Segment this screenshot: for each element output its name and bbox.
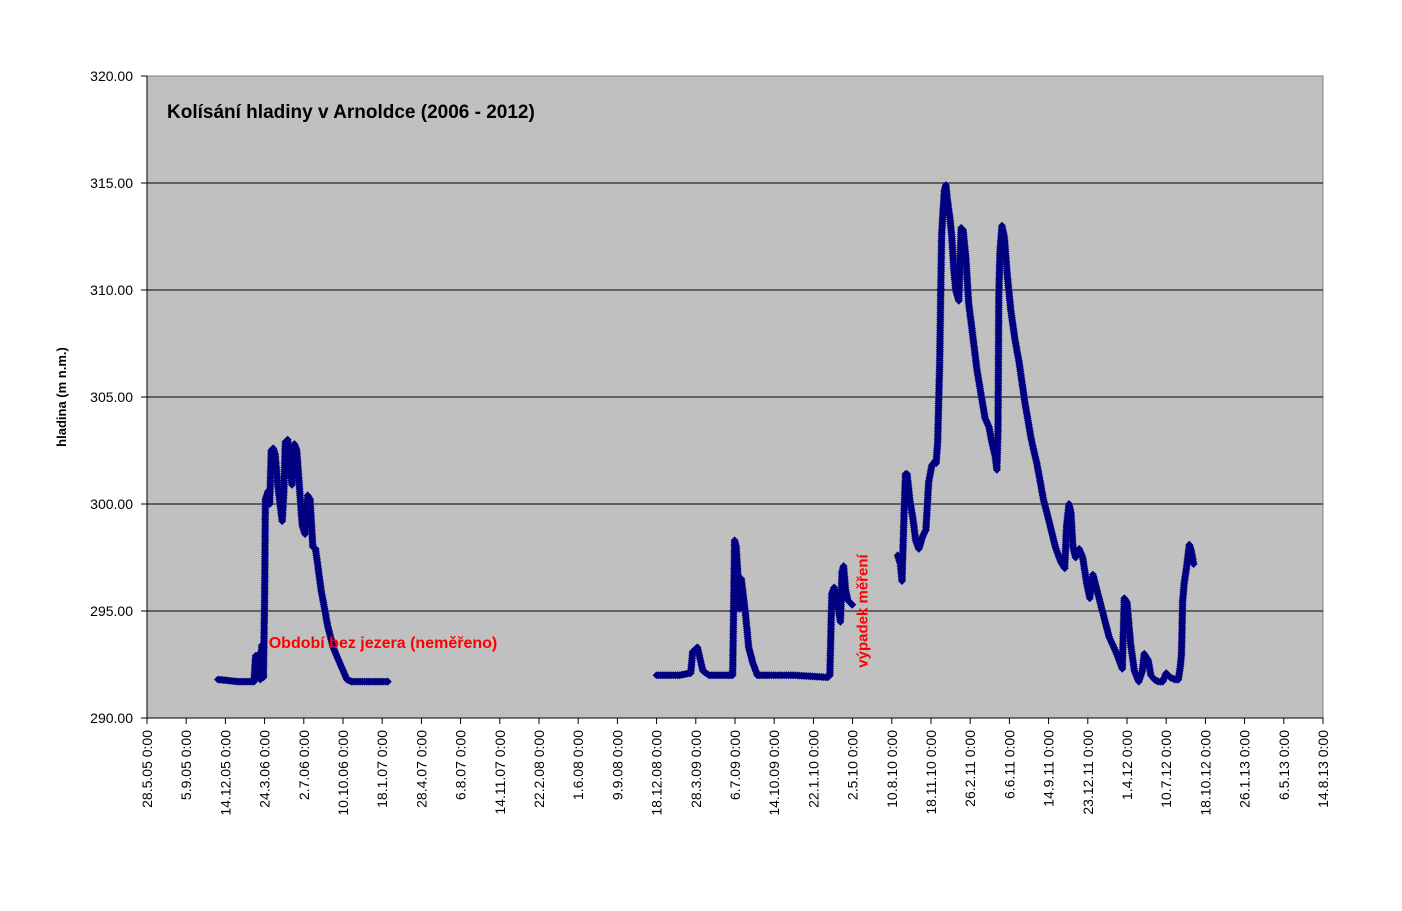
x-tick-label: 18.11.10 0:00: [923, 730, 939, 815]
x-tick-label: 22.1.10 0:00: [805, 730, 821, 808]
y-tick-labels: 290.00 295.00 300.00 305.00 310.00 315.00 320.…: [90, 68, 147, 726]
y-tick-label: 290.00: [90, 710, 133, 726]
y-tick-label: 300.00: [90, 496, 133, 512]
x-tick-label: 1.6.08 0:00: [570, 730, 586, 800]
x-tick-label: 6.5.13 0:00: [1276, 730, 1292, 800]
x-tick-label: 28.4.07 0:00: [413, 730, 429, 808]
chart-title: Kolísání hladiny v Arnoldce (2006 - 2012…: [167, 102, 535, 123]
x-tick-label: 24.3.06 0:00: [257, 730, 273, 808]
x-tick-label: 5.9.05 0:00: [178, 730, 194, 800]
x-tick-label: 10.7.12 0:00: [1158, 730, 1174, 808]
y-tick-label: 305.00: [90, 389, 133, 405]
x-tick-label: 14.11.07 0:00: [492, 730, 508, 815]
x-tick-label: 28.5.05 0:00: [139, 730, 155, 808]
y-tick-label: 320.00: [90, 68, 133, 84]
x-tick-label: 18.1.07 0:00: [374, 730, 390, 808]
y-tick-label: 310.00: [90, 282, 133, 298]
x-tick-label: 14.9.11 0:00: [1041, 730, 1057, 807]
y-tick-label: 315.00: [90, 175, 133, 191]
x-tick-label: 6.6.11 0:00: [1001, 730, 1017, 799]
data-point: [1189, 559, 1198, 568]
x-tick-label: 14.12.05 0:00: [217, 730, 233, 816]
x-tick-label: 23.12.11 0:00: [1080, 730, 1096, 815]
data-point: [383, 677, 392, 686]
annotation-no-lake: Období bez jezera (neměřeno): [269, 635, 497, 652]
x-tick-label: 2.5.10 0:00: [845, 730, 861, 800]
x-tick-label: 6.8.07 0:00: [453, 730, 469, 800]
x-tick-label: 14.8.13 0:00: [1315, 730, 1331, 808]
x-tick-labels: 28.5.05 0:00 5.9.05 0:00 14.12.05 0:00 24.3…: [139, 718, 1331, 816]
x-tick-label: 1.4.12 0:00: [1119, 730, 1135, 800]
y-axis-label: hladina (m n.m.): [54, 347, 69, 447]
data-series: [214, 181, 1198, 686]
y-tick-label: 295.00: [90, 603, 133, 619]
x-tick-label: 26.2.11 0:00: [962, 730, 978, 807]
x-tick-label: 9.9.08 0:00: [609, 730, 625, 800]
x-tick-label: 26.1.13 0:00: [1237, 730, 1253, 808]
x-tick-label: 6.7.09 0:00: [727, 730, 743, 800]
x-tick-label: 10.8.10 0:00: [884, 730, 900, 808]
x-tick-label: 22.2.08 0:00: [531, 730, 547, 808]
x-tick-label: 28.3.09 0:00: [688, 730, 704, 808]
x-tick-label: 10.10.06 0:00: [335, 730, 351, 816]
x-tick-label: 2.7.06 0:00: [296, 730, 312, 800]
x-tick-label: 14.10.09 0:00: [766, 730, 782, 816]
data-point: [848, 600, 857, 609]
annotation-measurement-outage: výpadek měření: [855, 553, 872, 667]
x-tick-label: 18.10.12 0:00: [1197, 730, 1213, 816]
x-tick-label: 18.12.08 0:00: [649, 730, 665, 816]
